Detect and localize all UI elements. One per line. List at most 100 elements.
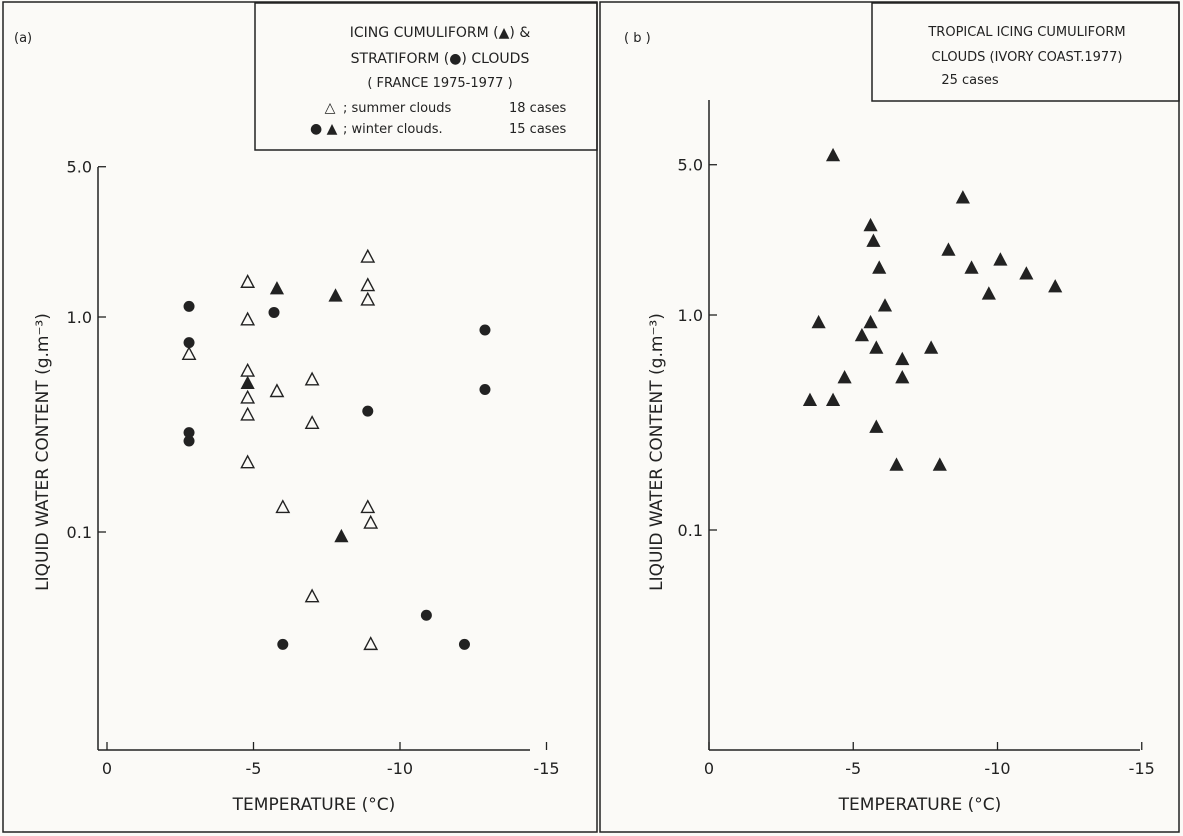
data-point-open-triangle xyxy=(363,636,379,651)
data-point-filled-triangle xyxy=(863,217,878,232)
data-point-filled-triangle xyxy=(964,260,979,274)
data-point-filled-triangle xyxy=(811,314,826,329)
data-point-filled-triangle xyxy=(889,457,904,471)
data-point-filled-triangle xyxy=(328,288,343,302)
panel-b-frame xyxy=(599,1,1180,833)
data-point-open-triangle xyxy=(240,311,256,326)
data-point-open-triangle xyxy=(360,248,376,263)
legend-a-title-1: ICING CUMULIFORM (▲) & xyxy=(350,25,531,41)
data-point-filled-triangle xyxy=(825,392,841,407)
data-point-circle xyxy=(458,638,470,650)
data-point-filled-triangle xyxy=(334,528,349,543)
x-tick-label-a: -5 xyxy=(246,759,262,778)
y-axis-label-b: LIQUID WATER CONTENT (g.m⁻³) xyxy=(647,313,667,591)
legend-b-title-3: 25 cases xyxy=(941,73,999,88)
legend-a-winter-symbol: ● ▲ xyxy=(310,121,338,137)
data-point-filled-triangle xyxy=(895,369,910,384)
legend-a-summer-symbol: △ xyxy=(325,100,336,116)
panel-b-legend-box xyxy=(871,2,1180,102)
panel-a-label: (a) xyxy=(14,31,32,46)
legend-a-summer-count: 18 cases xyxy=(509,101,567,116)
data-point-open-triangle xyxy=(360,291,376,306)
data-point-circle xyxy=(479,384,491,396)
data-point-filled-triangle xyxy=(240,375,255,390)
x-tick-label-a: 0 xyxy=(102,759,112,778)
data-point-open-triangle xyxy=(240,362,256,377)
y-tick-label-b: 0.1 xyxy=(678,521,703,540)
y-tick-label-b: 5.0 xyxy=(678,156,703,175)
data-point-circle xyxy=(479,324,491,336)
x-tick-label-b: -10 xyxy=(984,759,1010,778)
data-point-filled-triangle xyxy=(924,340,939,354)
data-point-filled-triangle xyxy=(941,242,956,256)
data-point-circle xyxy=(183,427,195,439)
data-point-circle xyxy=(183,300,195,312)
data-point-open-triangle xyxy=(304,588,320,603)
data-point-filled-triangle xyxy=(837,369,852,384)
data-point-open-triangle xyxy=(181,346,197,361)
x-axis-label-b: TEMPERATURE (°C) xyxy=(838,795,1002,815)
data-point-filled-triangle xyxy=(1048,279,1063,293)
data-point-circle xyxy=(183,435,195,447)
data-point-filled-triangle xyxy=(993,252,1008,266)
data-point-open-triangle xyxy=(269,383,285,398)
data-point-filled-triangle xyxy=(981,286,996,300)
data-point-open-triangle xyxy=(360,499,376,514)
data-point-filled-triangle xyxy=(854,327,869,342)
data-point-open-triangle xyxy=(363,514,379,529)
data-point-filled-triangle xyxy=(866,233,881,247)
data-point-open-triangle xyxy=(240,454,256,469)
plot-area-a: 0 -5 -10 -15 5.0 1.0 0.1 xyxy=(67,158,560,778)
axes-b-ticks: 0 -5 -10 -15 5.0 1.0 0.1 xyxy=(678,156,1155,778)
points-b xyxy=(802,147,1063,471)
data-point-filled-triangle xyxy=(955,190,970,204)
legend-b-title-1: TROPICAL ICING CUMULIFORM xyxy=(927,25,1125,40)
data-point-open-triangle xyxy=(360,277,376,292)
data-point-circle xyxy=(277,638,289,650)
points-a xyxy=(181,248,491,651)
data-point-filled-triangle xyxy=(877,298,893,312)
data-point-open-triangle xyxy=(304,415,320,430)
legend-a-title-2: STRATIFORM (●) CLOUDS xyxy=(351,51,530,67)
panel-a: (a) ICING CUMULIFORM (▲) & STRATIFORM (●… xyxy=(2,1,598,833)
y-tick-label-a: 0.1 xyxy=(67,523,92,542)
data-point-open-triangle xyxy=(240,389,256,404)
data-point-filled-triangle xyxy=(869,340,884,354)
data-point-open-triangle xyxy=(275,499,291,514)
x-tick-label-b: -15 xyxy=(1129,759,1155,778)
x-tick-label-a: -10 xyxy=(387,759,413,778)
x-tick-label-a: -15 xyxy=(533,759,559,778)
data-point-filled-triangle xyxy=(872,260,887,274)
axes-a-ticks: 0 -5 -10 -15 5.0 1.0 0.1 xyxy=(67,158,560,778)
data-point-circle xyxy=(420,609,432,621)
x-tick-label-b: -5 xyxy=(845,759,861,778)
x-tick-label-b: 0 xyxy=(704,759,714,778)
y-tick-label-a: 1.0 xyxy=(67,308,92,327)
x-axis-label-a: TEMPERATURE (°C) xyxy=(232,795,396,815)
panel-b: ( b ) TROPICAL ICING CUMULIFORM CLOUDS (… xyxy=(599,1,1180,833)
y-tick-label-b: 1.0 xyxy=(678,306,703,325)
data-point-circle xyxy=(183,337,195,349)
legend-a-winter-label: ; winter clouds. xyxy=(343,122,443,137)
data-point-filled-triangle xyxy=(1019,266,1034,280)
data-point-open-triangle xyxy=(240,406,256,421)
data-point-filled-triangle xyxy=(269,281,285,295)
data-point-filled-triangle xyxy=(869,419,884,433)
data-point-filled-triangle xyxy=(825,147,841,162)
data-point-open-triangle xyxy=(304,371,320,386)
panel-b-label: ( b ) xyxy=(624,31,651,46)
legend-a-title-3: ( FRANCE 1975-1977 ) xyxy=(367,76,512,91)
y-axis-label-a: LIQUID WATER CONTENT (g.m⁻³) xyxy=(33,313,53,591)
data-point-open-triangle xyxy=(240,273,256,288)
data-point-circle xyxy=(268,306,280,318)
panel-a-frame xyxy=(2,1,598,833)
data-point-filled-triangle xyxy=(802,392,818,407)
data-point-filled-triangle xyxy=(863,314,878,329)
legend-a-winter-count: 15 cases xyxy=(509,122,567,137)
data-point-filled-triangle xyxy=(932,457,947,471)
data-point-circle xyxy=(362,405,374,417)
data-point-filled-triangle xyxy=(895,351,910,366)
plot-area-b: 0 -5 -10 -15 5.0 1.0 0.1 xyxy=(678,100,1155,778)
legend-a-summer-label: ; summer clouds xyxy=(343,101,452,116)
